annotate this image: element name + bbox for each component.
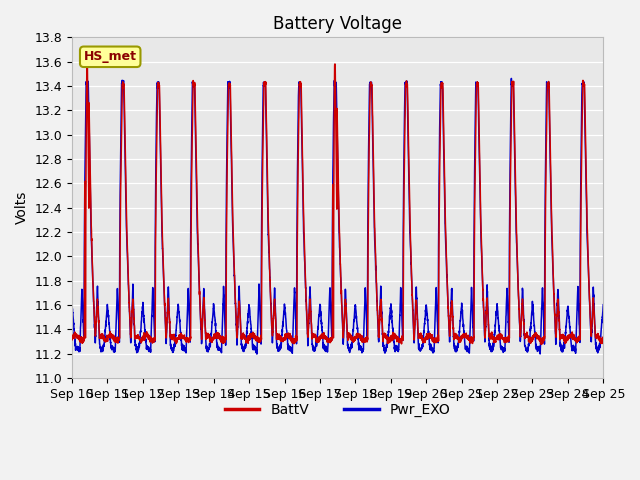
Text: HS_met: HS_met bbox=[84, 50, 137, 63]
Title: Battery Voltage: Battery Voltage bbox=[273, 15, 402, 33]
Legend: BattV, Pwr_EXO: BattV, Pwr_EXO bbox=[219, 397, 456, 422]
Y-axis label: Volts: Volts bbox=[15, 191, 29, 225]
